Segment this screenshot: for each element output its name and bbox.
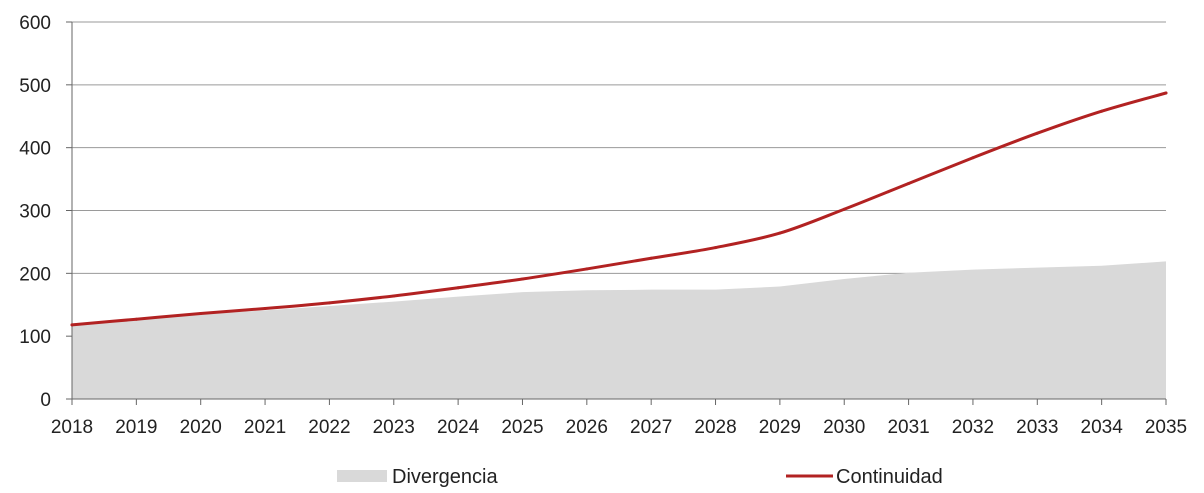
- y-tick-label: 200: [19, 264, 51, 285]
- continuidad-point-2033: [1035, 131, 1039, 135]
- continuidad-point-2029: [778, 231, 782, 235]
- x-tick-label: 2023: [373, 417, 415, 438]
- y-tick-label: 0: [40, 390, 51, 411]
- x-tick-label: 2035: [1145, 417, 1187, 438]
- x-tick-label: 2032: [952, 417, 994, 438]
- y-tick-label: 300: [19, 202, 51, 223]
- continuidad-point-2024: [456, 286, 460, 290]
- continuidad-line-layer: [70, 91, 1168, 327]
- x-tick-label: 2019: [115, 417, 157, 438]
- continuidad-point-2023: [392, 294, 396, 298]
- continuidad-point-2026: [585, 267, 589, 271]
- x-tick-label: 2029: [759, 417, 801, 438]
- continuidad-point-2035: [1164, 91, 1168, 95]
- continuidad-point-2034: [1100, 109, 1104, 113]
- continuidad-point-2018: [70, 323, 74, 327]
- x-axis-ticks: 2018 2019 2020 2021 2022 2023 2024 2025 2026 2027…: [51, 399, 1187, 438]
- y-axis-ticks: 0 100 200 300 400 500 600: [19, 13, 72, 411]
- continuidad-point-2022: [327, 301, 331, 305]
- x-tick-label: 2026: [566, 417, 608, 438]
- x-tick-label: 2020: [180, 417, 222, 438]
- x-tick-label: 2021: [244, 417, 286, 438]
- continuidad-point-2030: [842, 207, 846, 211]
- divergencia-area-layer: [72, 261, 1166, 399]
- x-tick-label: 2018: [51, 417, 93, 438]
- legend-label-continuidad: Continuidad: [836, 466, 943, 488]
- legend-swatch-divergencia: [337, 470, 387, 482]
- y-tick-label: 400: [19, 139, 51, 160]
- x-tick-label: 2025: [501, 417, 543, 438]
- x-tick-label: 2027: [630, 417, 672, 438]
- y-tick-label: 500: [19, 76, 51, 97]
- divergencia-area: [72, 261, 1166, 399]
- continuidad-point-2020: [199, 312, 203, 316]
- x-tick-label: 2028: [694, 417, 736, 438]
- continuidad-point-2031: [907, 181, 911, 185]
- continuidad-point-2028: [714, 246, 718, 250]
- continuidad-point-2032: [971, 156, 975, 160]
- y-tick-label: 600: [19, 13, 51, 34]
- x-tick-label: 2024: [437, 417, 480, 438]
- x-tick-label: 2030: [823, 417, 865, 438]
- continuidad-point-2025: [520, 277, 524, 281]
- continuidad-point-2019: [134, 317, 138, 321]
- continuidad-point-2027: [649, 256, 653, 260]
- x-tick-label: 2031: [887, 417, 929, 438]
- x-tick-label: 2022: [308, 417, 350, 438]
- continuidad-point-2021: [263, 307, 267, 311]
- legend-label-divergencia: Divergencia: [392, 466, 498, 488]
- continuidad-line: [70, 91, 1168, 327]
- legend: Divergencia Continuidad: [337, 466, 943, 488]
- y-tick-label: 100: [19, 327, 51, 348]
- x-tick-label: 2034: [1081, 417, 1124, 438]
- x-tick-label: 2033: [1016, 417, 1058, 438]
